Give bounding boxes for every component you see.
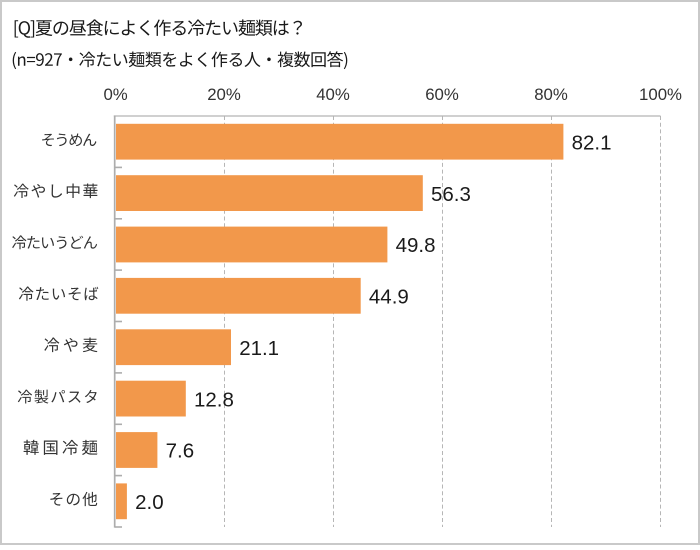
svg-text:60%: 60%: [425, 85, 459, 104]
svg-text:21.1: 21.1: [239, 337, 279, 360]
svg-text:49.8: 49.8: [396, 234, 436, 257]
svg-text:0%: 0%: [103, 85, 127, 104]
svg-text:56.3: 56.3: [431, 183, 471, 206]
svg-text:2.0: 2.0: [135, 491, 164, 514]
svg-text:80%: 80%: [534, 85, 568, 104]
svg-text:12.8: 12.8: [194, 388, 234, 411]
svg-text:40%: 40%: [316, 85, 350, 104]
svg-text:100%: 100%: [639, 85, 682, 104]
svg-text:20%: 20%: [207, 85, 241, 104]
svg-text:44.9: 44.9: [369, 286, 409, 309]
svg-text:82.1: 82.1: [572, 131, 612, 154]
svg-text:7.6: 7.6: [166, 440, 195, 463]
